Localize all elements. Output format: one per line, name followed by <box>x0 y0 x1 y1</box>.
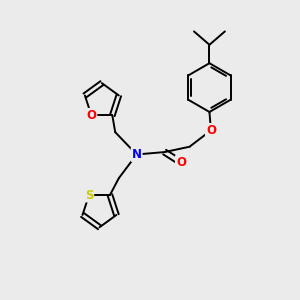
Text: N: N <box>132 148 142 161</box>
Text: O: O <box>206 124 216 137</box>
Text: O: O <box>86 109 96 122</box>
Text: O: O <box>176 156 186 169</box>
Text: S: S <box>85 188 93 202</box>
